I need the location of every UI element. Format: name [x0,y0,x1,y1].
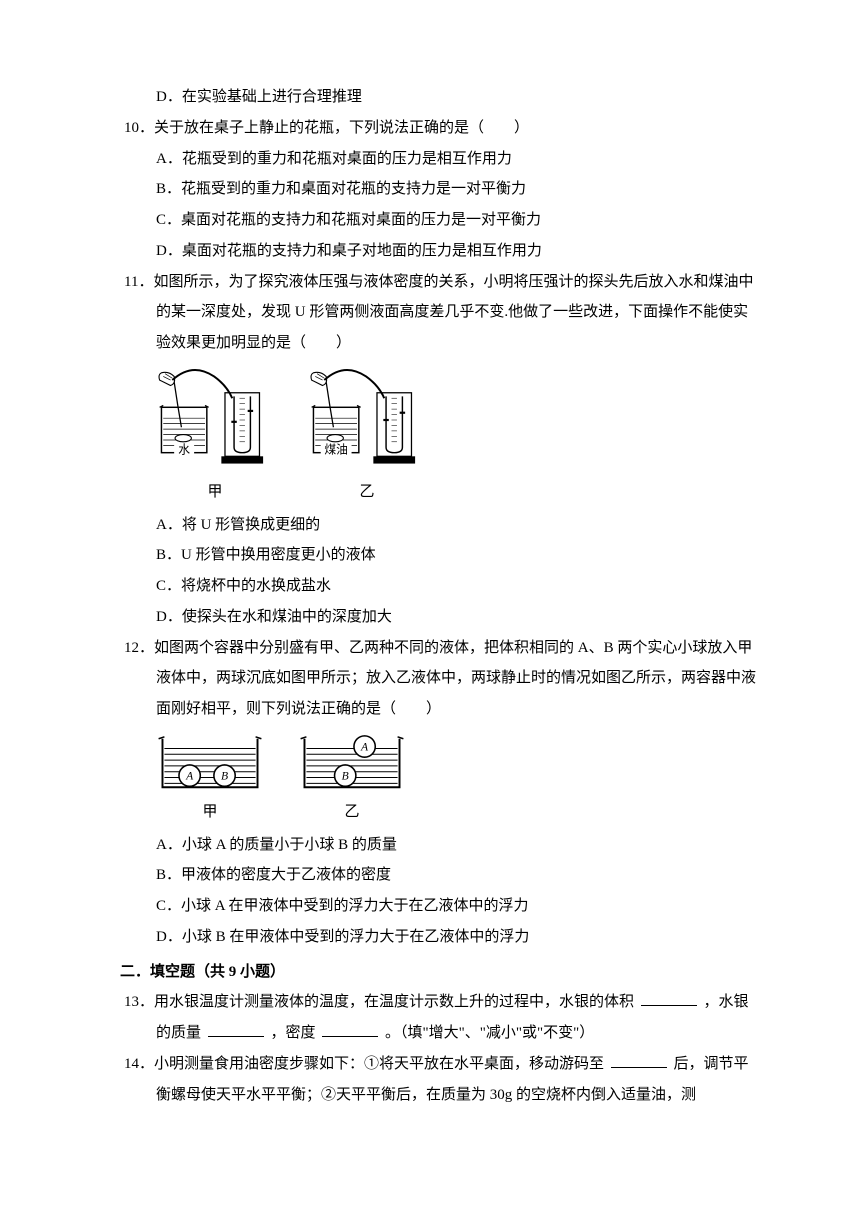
q12-option-a: A．小球 A 的质量小于小球 B 的质量 [120,830,760,861]
q11-figure-row: 水 甲 [120,365,760,508]
q10-option-c: C．桌面对花瓶的支持力和花瓶对桌面的压力是一对平衡力 [120,205,760,236]
q10-option-d: D．桌面对花瓶的支持力和桌子对地面的压力是相互作用力 [120,236,760,267]
q13-blank-1 [641,990,697,1006]
q9-option-d: D．在实验基础上进行合理推理 [120,82,760,113]
q10-option-b: B．花瓶受到的重力和桌面对花瓶的支持力是一对平衡力 [120,174,760,205]
q11-figure-left: 水 甲 [156,365,274,508]
q14-text-1: 14．小明测量食用油密度步骤如下：①将天平放在水平桌面，移动游码至 [124,1056,608,1072]
q12-option-d: D．小球 B 在甲液体中受到的浮力大于在乙液体中的浮力 [120,922,760,953]
q14: 14．小明测量食用油密度步骤如下：①将天平放在水平桌面，移动游码至 后，调节平衡… [124,1049,760,1111]
svg-text:A: A [185,769,194,782]
q11-caption-left: 甲 [207,477,222,508]
q10-stem-text: 10．关于放在桌子上静止的花瓶，下列说法正确的是（ ） [124,120,529,136]
q10-stem: 10．关于放在桌子上静止的花瓶，下列说法正确的是（ ） [124,113,760,144]
q12-caption-left: 甲 [202,797,217,828]
q11-option-a: A．将 U 形管换成更细的 [120,510,760,541]
section-2-header: 二．填空题（共 9 小题） [120,957,760,988]
q13-text-4: 。（填"增大"、"减小"或"不变"） [385,1025,594,1041]
beaker-utube-icon: 水 [156,365,274,475]
container-balls-icon: A B [298,731,406,795]
q12-stem-text: 12．如图两个容器中分别盛有甲、乙两种不同的液体，把体积相同的 A、B 两个实心… [124,640,756,718]
beaker-utube-icon: 煤油 [308,365,426,475]
q10-option-a: A．花瓶受到的重力和花瓶对桌面的压力是相互作用力 [120,144,760,175]
q14-blank-1 [611,1052,667,1068]
svg-text:B: B [221,769,228,782]
svg-text:B: B [342,769,349,782]
q11-figure-right: 煤油 乙 [308,365,426,508]
q12-option-b: B．甲液体的密度大于乙液体的密度 [120,860,760,891]
q11-option-d: D．使探头在水和煤油中的深度加大 [120,602,760,633]
svg-text:A: A [360,740,369,753]
exam-page: D．在实验基础上进行合理推理 10．关于放在桌子上静止的花瓶，下列说法正确的是（… [0,0,860,1216]
q12-figure-right: A B 乙 [298,731,406,828]
q12-figure-left: A B 甲 [156,731,264,828]
container-balls-icon: A B [156,731,264,795]
q13-text-1: 13．用水银温度计测量液体的温度，在温度计示数上升的过程中，水银的体积 [124,994,638,1010]
q13-blank-2 [208,1021,264,1037]
q12-caption-right: 乙 [344,797,359,828]
svg-text:煤油: 煤油 [324,442,348,456]
q12-figure-row: A B 甲 [120,731,760,828]
q13-text-3: ，密度 [271,1025,320,1041]
q11-caption-right: 乙 [359,477,374,508]
q11-stem: 11．如图所示，为了探究液体压强与液体密度的关系，小明将压强计的探头先后放入水和… [124,267,760,359]
q11-option-c: C．将烧杯中的水换成盐水 [120,571,760,602]
q12-option-c: C．小球 A 在甲液体中受到的浮力大于在乙液体中的浮力 [120,891,760,922]
q13: 13．用水银温度计测量液体的温度，在温度计示数上升的过程中，水银的体积 ，水银的… [124,987,760,1049]
svg-text:水: 水 [178,442,190,456]
q13-blank-3 [322,1021,378,1037]
q11-option-b: B．U 形管中换用密度更小的液体 [120,540,760,571]
q11-stem-text: 11．如图所示，为了探究液体压强与液体密度的关系，小明将压强计的探头先后放入水和… [124,274,753,352]
q12-stem: 12．如图两个容器中分别盛有甲、乙两种不同的液体，把体积相同的 A、B 两个实心… [124,633,760,725]
